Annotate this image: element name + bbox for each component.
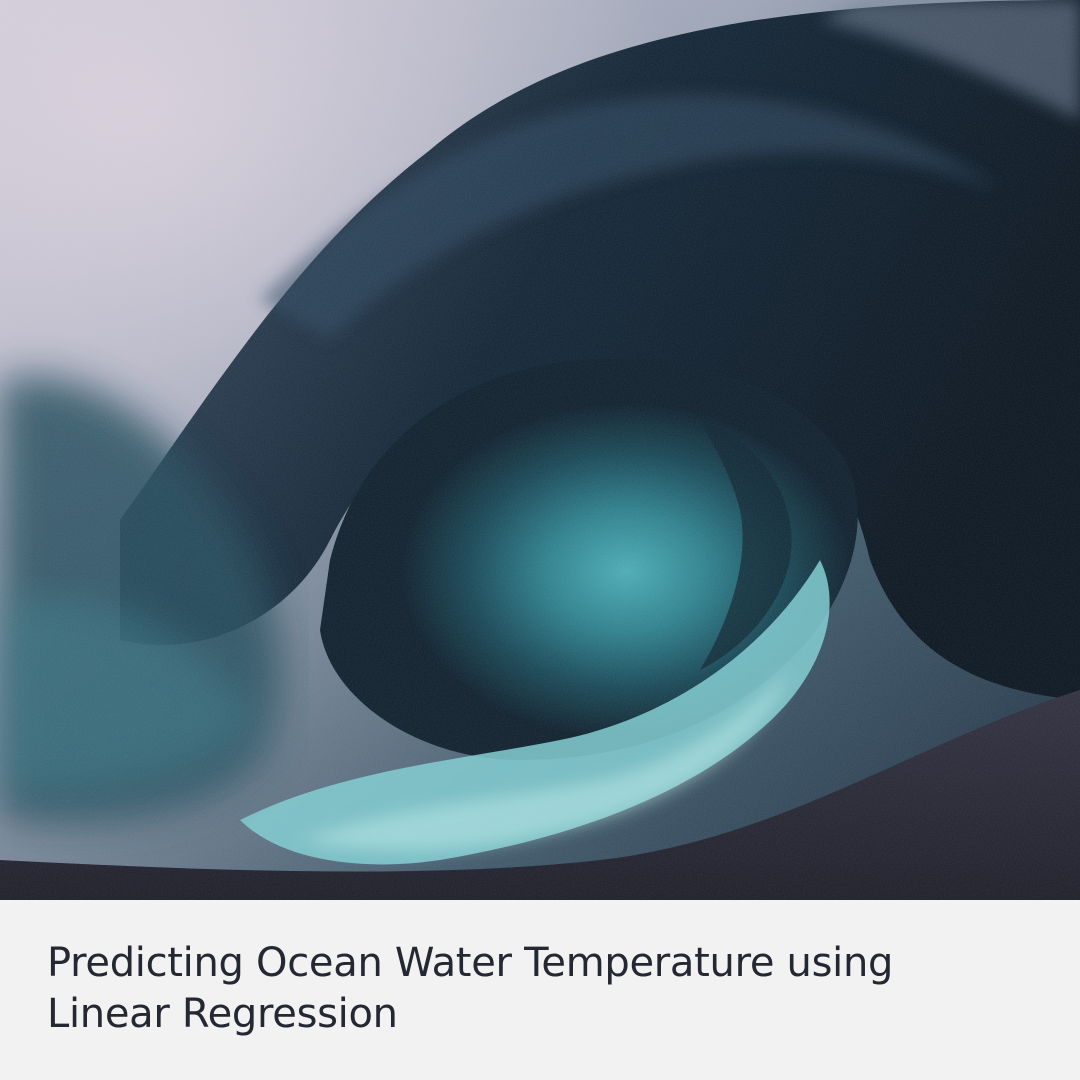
post-title-line-1: Predicting Ocean Water Temperature using	[47, 940, 894, 986]
ocean-wave-photo	[0, 0, 1080, 900]
caption-panel	[0, 900, 1080, 1080]
hero-image	[0, 0, 1080, 900]
post-title: Predicting Ocean Water Temperature using…	[47, 938, 947, 1040]
post-title-line-2: Linear Regression	[47, 991, 398, 1037]
